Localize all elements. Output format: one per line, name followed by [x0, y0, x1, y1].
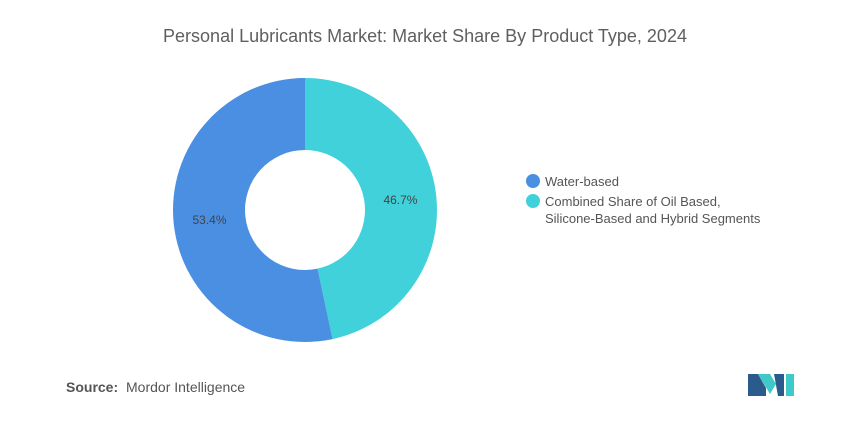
chart-legend: Water-based Combined Share of Oil Based,… [526, 173, 826, 230]
slice-label-water-based: 53.4% [193, 213, 227, 227]
source-note: Source: Mordor Intelligence [66, 379, 245, 395]
source-key: Source: [66, 379, 119, 395]
chart-title: Personal Lubricants Market: Market Share… [163, 26, 687, 46]
donut-slice-combined-share [305, 77, 438, 340]
legend-label-water-based: Water-based [545, 174, 619, 189]
donut-slice-water-based [173, 78, 333, 342]
source-value: Mordor Intelligence [126, 379, 246, 395]
legend-swatch-combined-share [526, 194, 540, 208]
slice-label-combined-share: 46.7% [383, 193, 417, 207]
legend-item-water-based: Water-based [526, 173, 826, 190]
legend-item-combined-share: Combined Share of Oil Based, Silicone-Ba… [526, 193, 826, 227]
mordor-intelligence-logo-icon [748, 374, 794, 396]
legend-swatch-water-based [526, 174, 540, 188]
legend-label-combined-share: Combined Share of Oil Based, Silicone-Ba… [545, 194, 761, 226]
